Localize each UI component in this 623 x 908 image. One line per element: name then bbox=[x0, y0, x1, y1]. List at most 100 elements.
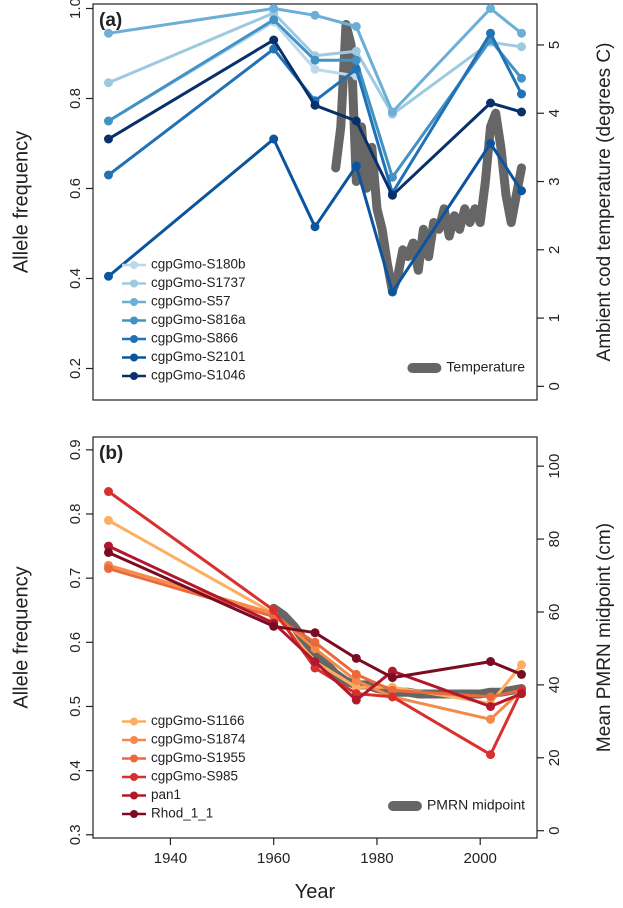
legend-swatch-point bbox=[130, 335, 138, 343]
data-point bbox=[103, 116, 113, 126]
data-point bbox=[310, 657, 320, 667]
data-point bbox=[269, 134, 279, 144]
y-tick-label: 0.7 bbox=[67, 568, 84, 589]
legend-label: cgpGmo-S1046 bbox=[151, 368, 246, 383]
data-point bbox=[103, 541, 113, 551]
panel-b-frame bbox=[92, 436, 538, 839]
y2-tick-label: 40 bbox=[546, 677, 563, 694]
legend-swatch-point bbox=[130, 810, 138, 818]
y2-tick-label: 60 bbox=[546, 604, 563, 621]
data-point bbox=[517, 186, 527, 196]
panel-b-y-axis: 0.3 0.4 0.5 0.6 0.7 0.8 0.9 bbox=[67, 439, 93, 845]
series bbox=[103, 541, 527, 711]
data-point bbox=[387, 685, 397, 695]
y-tick-label: 0.6 bbox=[67, 178, 84, 199]
data-point bbox=[486, 4, 496, 13]
y2-tick-label: 2 bbox=[546, 246, 563, 254]
data-point bbox=[351, 676, 361, 686]
y2-tick-label: 5 bbox=[546, 41, 563, 49]
data-point bbox=[269, 4, 279, 13]
panel-a-y-axis-title: Allele frequency bbox=[10, 131, 32, 273]
x-tick-label: 1960 bbox=[257, 850, 290, 867]
panel-a-label: (a) bbox=[99, 10, 122, 31]
panel-b-legend: cgpGmo-S1166 cgpGmo-S1874 cgpGmo-S1955 cgpG… bbox=[122, 713, 246, 821]
data-point bbox=[517, 42, 527, 52]
data-point bbox=[351, 55, 361, 65]
legend-label: cgpGmo-S57 bbox=[151, 294, 231, 309]
legend-item: Rhod_1_1 bbox=[122, 806, 213, 821]
data-point bbox=[351, 689, 361, 699]
data-point bbox=[486, 139, 496, 148]
series bbox=[103, 35, 527, 200]
data-point bbox=[103, 28, 113, 38]
legend-item: cgpGmo-S57 bbox=[122, 294, 231, 309]
x-axis: 1940 1960 1980 2000 bbox=[154, 838, 497, 867]
y-tick-label: 0.6 bbox=[67, 632, 84, 653]
legend-item: cgpGmo-S2101 bbox=[122, 349, 246, 364]
data-point bbox=[103, 487, 113, 497]
legend-item: cgpGmo-S1166 bbox=[122, 713, 245, 728]
legend-swatch-point bbox=[130, 717, 138, 726]
data-point bbox=[351, 22, 361, 31]
secondary-series-line bbox=[331, 20, 526, 296]
y2-tick-label: 80 bbox=[546, 531, 563, 548]
y2-tick-label: 20 bbox=[546, 749, 563, 766]
data-point bbox=[351, 653, 361, 663]
data-point bbox=[103, 564, 113, 574]
data-point bbox=[387, 190, 397, 200]
legend-item: cgpGmo-S985 bbox=[122, 769, 238, 784]
secondary-series-line bbox=[269, 603, 526, 699]
data-point bbox=[269, 35, 279, 45]
legend-label: cgpGmo-S1955 bbox=[151, 750, 246, 765]
panel-b: 0.3 0.4 0.5 0.6 0.7 0.8 0.9 0 20 40 60 80 100 (b) A… bbox=[10, 436, 615, 845]
data-point bbox=[103, 78, 113, 88]
data-point bbox=[486, 750, 496, 760]
data-point bbox=[517, 689, 527, 699]
x-tick-label: 1980 bbox=[360, 850, 393, 867]
panel-a-y-axis: 0.2 0.4 0.6 0.8 1.0 bbox=[67, 0, 93, 379]
data-point bbox=[351, 161, 361, 171]
data-point bbox=[351, 682, 361, 692]
legend-label: cgpGmo-S1166 bbox=[151, 713, 245, 728]
legend-label: PMRN midpoint bbox=[427, 797, 525, 813]
y-tick-label: 0.5 bbox=[67, 696, 84, 717]
y2-tick-label: 4 bbox=[546, 109, 563, 117]
panel-a-legend: cgpGmo-S180b cgpGmo-S1737 cgpGmo-S57 cgpGmo… bbox=[122, 257, 246, 383]
panel-b-label: (b) bbox=[99, 443, 123, 464]
legend-label: cgpGmo-S180b bbox=[151, 257, 246, 272]
legend-label: cgpGmo-S985 bbox=[151, 769, 238, 784]
data-point bbox=[517, 73, 527, 83]
data-point bbox=[517, 107, 527, 117]
data-point bbox=[310, 64, 320, 74]
panel-b-y-axis-title: Allele frequency bbox=[10, 566, 32, 708]
data-point bbox=[351, 46, 361, 56]
data-point bbox=[486, 701, 496, 711]
data-point bbox=[517, 28, 527, 38]
x-axis-title: Year bbox=[295, 881, 336, 903]
data-point bbox=[103, 170, 113, 180]
x-tick-label: 1940 bbox=[154, 850, 187, 867]
data-point bbox=[517, 669, 527, 679]
legend-label: Rhod_1_1 bbox=[151, 806, 213, 821]
legend-swatch-point bbox=[130, 298, 138, 306]
data-point bbox=[517, 660, 527, 670]
panel-a-y2-axis-title: Ambient cod temperature (degrees C) bbox=[594, 43, 615, 362]
y-tick-label: 0.3 bbox=[67, 824, 84, 845]
series bbox=[103, 134, 527, 297]
series bbox=[103, 564, 527, 702]
panel-a-temperature-legend: Temperature bbox=[407, 359, 525, 375]
y-tick-label: 0.8 bbox=[67, 88, 84, 109]
y2-tick-label: 0 bbox=[546, 827, 563, 835]
y-tick-label: 0.4 bbox=[67, 760, 84, 781]
legend-swatch-point bbox=[130, 279, 138, 288]
y2-tick-label: 0 bbox=[546, 382, 563, 390]
data-point bbox=[351, 64, 361, 74]
legend-swatch-point bbox=[130, 372, 138, 380]
data-point bbox=[310, 55, 320, 65]
panel-b-pmrn-legend: PMRN midpoint bbox=[387, 797, 525, 813]
data-point bbox=[351, 116, 361, 126]
x-tick-label: 2000 bbox=[464, 850, 497, 867]
data-point bbox=[310, 100, 320, 110]
data-point bbox=[103, 547, 113, 557]
